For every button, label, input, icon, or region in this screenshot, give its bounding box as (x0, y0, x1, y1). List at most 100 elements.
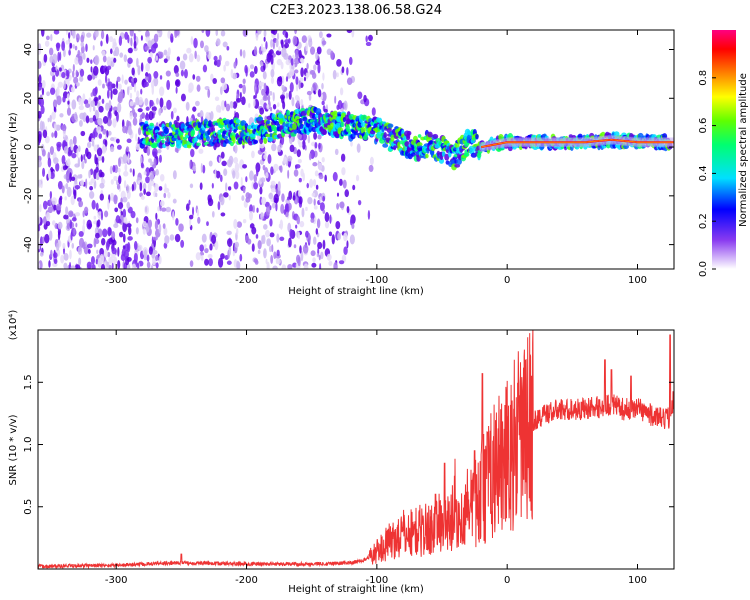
noise-cell (49, 230, 53, 241)
noise-cell (72, 64, 75, 72)
noise-cell (61, 71, 66, 79)
noise-cell (155, 262, 159, 269)
noise-cell (260, 177, 266, 183)
noise-cell (318, 254, 321, 261)
noise-cell (42, 236, 45, 244)
noise-cell (133, 77, 138, 84)
noise-cell (91, 199, 96, 210)
noise-cell (39, 97, 45, 108)
noise-cell (315, 51, 319, 60)
ridge-cell (232, 136, 236, 144)
spectrogram-x-ticks: -300 -200 -100 0 100 (105, 30, 647, 286)
ridge-cell (376, 131, 382, 139)
noise-cell (226, 260, 232, 265)
noise-cell (253, 65, 258, 75)
noise-cell (90, 255, 95, 265)
noise-cell (63, 80, 66, 90)
noise-cell (285, 31, 289, 39)
noise-cell (330, 50, 334, 60)
noise-cell (297, 231, 301, 240)
noise-cell (113, 50, 117, 57)
noise-cell (145, 30, 150, 39)
noise-cell (341, 167, 346, 176)
noise-cell (214, 168, 217, 179)
noise-cell (207, 194, 212, 203)
noise-cell (281, 264, 287, 269)
noise-cell (339, 178, 343, 186)
noise-cell (245, 176, 248, 183)
noise-cell (154, 183, 159, 192)
noise-cell (310, 86, 314, 93)
noise-cell (145, 223, 150, 233)
noise-cell (145, 106, 150, 111)
noise-cell (236, 260, 240, 269)
noise-cell (318, 174, 324, 180)
noise-cell (71, 217, 77, 222)
noise-cell (38, 84, 42, 91)
noise-cell (295, 224, 298, 229)
noise-cell (55, 162, 60, 172)
noise-cell (232, 170, 236, 179)
noise-cell (63, 262, 68, 269)
noise-cell (52, 74, 56, 82)
noise-cell (322, 209, 326, 214)
ridge-cell (432, 133, 439, 140)
noise-cell (195, 100, 200, 107)
noise-cell (316, 46, 322, 55)
noise-cell (285, 92, 289, 99)
noise-cell (77, 246, 83, 255)
noise-cell (69, 249, 72, 260)
noise-cell (267, 154, 272, 164)
noise-cell (262, 71, 267, 80)
noise-cell (100, 40, 103, 47)
noise-cell (131, 263, 137, 269)
noise-cell (225, 182, 228, 192)
noise-cell (110, 48, 113, 55)
noise-cell (188, 199, 191, 206)
noise-cell (204, 244, 207, 249)
noise-cell (127, 236, 133, 241)
noise-cell (206, 221, 209, 227)
noise-cell (101, 156, 105, 163)
noise-cell (104, 74, 108, 84)
noise-cell (158, 86, 165, 97)
noise-cell (332, 69, 337, 80)
noise-cell (264, 201, 270, 208)
ridge-cell (392, 145, 397, 151)
noise-cell (299, 220, 305, 228)
noise-cell (109, 137, 115, 142)
noise-cell (307, 196, 313, 205)
noise-cell (111, 262, 114, 269)
noise-cell (176, 115, 180, 122)
figure-title: C2E3.2023.138.06.58.G24 (270, 3, 442, 18)
noise-cell (86, 261, 92, 269)
noise-cell (233, 181, 239, 190)
noise-cell (90, 59, 93, 64)
noise-cell (107, 251, 111, 258)
noise-cell (53, 106, 56, 112)
noise-cell (218, 105, 222, 114)
noise-cell (78, 97, 82, 106)
noise-cell (152, 236, 158, 241)
noise-cell (61, 124, 67, 132)
noise-cell (270, 187, 276, 193)
noise-cell (102, 55, 107, 63)
noise-cell (365, 35, 368, 43)
noise-cell (239, 253, 243, 262)
noise-cell (57, 221, 63, 230)
noise-cell (230, 68, 234, 78)
noise-cell (287, 160, 291, 168)
noise-cell (122, 221, 127, 233)
noise-cell (74, 163, 80, 168)
noise-cell (83, 99, 89, 105)
noise-cell (221, 82, 228, 91)
colorbar-tick-label: 0.0 (698, 261, 709, 277)
noise-cell (301, 35, 308, 43)
ridge-cell (233, 129, 237, 133)
noise-cell (317, 89, 322, 98)
noise-cell (318, 142, 321, 150)
noise-cell (308, 94, 312, 101)
noise-cell (306, 62, 309, 70)
noise-cell (207, 88, 211, 98)
noise-cell (223, 168, 228, 176)
